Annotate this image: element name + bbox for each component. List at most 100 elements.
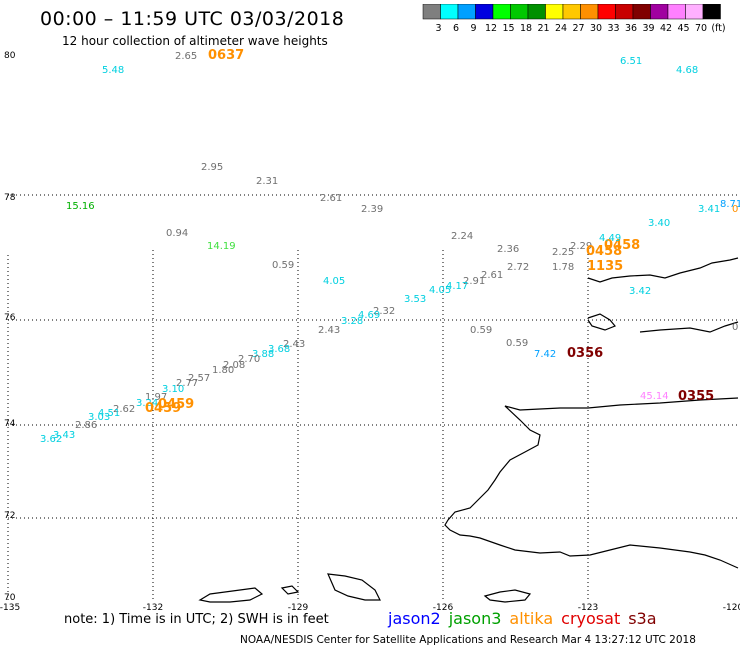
colorbar-tick-label: 3: [435, 23, 441, 34]
latitude-label: 74: [4, 419, 16, 429]
wave-height-value: 2.08: [223, 360, 245, 371]
wave-height-value: 0.59: [470, 325, 492, 336]
coastline-north-island: [587, 257, 739, 333]
colorbar-tick-label: 45: [677, 23, 689, 34]
wave-height-value: 2.31: [256, 176, 278, 187]
pass-time-label: 1135: [587, 259, 623, 274]
wave-height-value: 3.62: [40, 434, 62, 445]
wave-height-readings: 5.48 2.65 0637 6.51 4.68 2.95 2.31 2.61 2.39 15.1…: [40, 48, 740, 445]
wave-height-value: 2.61: [320, 193, 342, 204]
latitude-label: 70: [4, 593, 16, 603]
wave-height-value: 3.10: [162, 384, 184, 395]
wave-height-value: 3.28: [341, 316, 363, 327]
wave-height-value: 4.05: [323, 276, 345, 287]
wave-height-value: 4.68: [676, 65, 698, 76]
wave-height-value: 2.95: [201, 162, 223, 173]
wave-height-value: 3.53: [404, 294, 426, 305]
colorbar-tick-label: 6: [453, 23, 459, 34]
wave-height-value: 0: [732, 204, 738, 215]
wave-height-value: 2.25: [552, 247, 574, 258]
pass-time-label: 0458: [604, 238, 640, 253]
latitude-label: 78: [4, 193, 16, 203]
latitude-label: 72: [4, 511, 15, 521]
wave-height-value: 1.78: [552, 262, 574, 273]
colorbar-tick-label: 9: [470, 23, 476, 34]
wave-height-value: 2.57: [188, 373, 210, 384]
wave-height-value: 3.42: [629, 286, 651, 297]
colorbar-tick-label: 27: [572, 23, 584, 34]
pass-time-label: 0356: [567, 346, 603, 361]
longitude-label: -132: [143, 603, 163, 613]
pass-time-label: 0458: [586, 244, 622, 259]
wave-height-value: 3.41: [698, 204, 720, 215]
wave-height-value: 2.36: [497, 244, 519, 255]
wave-height-value: 1.97: [145, 392, 167, 403]
pass-time-label: 0637: [208, 48, 244, 63]
pass-time-label: 0355: [678, 389, 714, 404]
map-grid: 80 78 76 74 72 70-135 -132 -129 -126 -123 -120: [0, 51, 740, 613]
coastline-mainland: [444, 405, 739, 569]
colorbar-tick-label: 36: [625, 23, 637, 34]
wave-height-value: 2.91: [463, 276, 485, 287]
wave-height-value: 2.43: [318, 325, 340, 336]
wave-height-value: 2.43: [283, 339, 305, 350]
wave-height-value: 0: [732, 322, 738, 333]
wave-height-value: 2.86: [75, 420, 97, 431]
coastline: [198, 257, 739, 603]
latitude-label: 80: [4, 51, 16, 61]
coastline-small-island-4: [280, 585, 300, 595]
wave-height-value: 1.80: [212, 365, 234, 376]
wave-height-value: 5.48: [102, 65, 124, 76]
wave-height-value: 3.03: [88, 412, 110, 423]
colorbar-tick-label: 24: [555, 23, 567, 34]
colorbar-tick-label: 18: [520, 23, 532, 34]
pass-time-label: 0459: [158, 397, 194, 412]
longitude-label: -120: [723, 603, 740, 613]
wave-height-value: 2.70: [238, 354, 260, 365]
wave-height-value: 4.17: [446, 281, 468, 292]
colorbar-swatch: [702, 4, 721, 20]
coastline-small-island-3: [483, 589, 532, 603]
satellite-legend-cryosat: cryosat: [561, 609, 621, 628]
footer-note: note: 1) Time is in UTC; 2) SWH is in fe…: [64, 612, 329, 627]
wave-height-value: 4.49: [599, 233, 621, 244]
wave-height-value: 2.39: [361, 204, 383, 215]
wave-height-value: 3.24: [136, 398, 158, 409]
wave-height-value: 14.19: [207, 241, 236, 252]
wave-height-value: 2.62: [113, 404, 135, 415]
satellite-legend-s3a: s3a: [628, 609, 657, 628]
colorbar-tick-label: 39: [642, 23, 654, 34]
pass-time-label: 0459: [145, 401, 181, 416]
wave-height-value: 3.40: [648, 218, 670, 229]
wave-height-colorbar: 3 6 9 12 15 18 21 24 27 30 33 36 39 42 45 70 (ft): [422, 4, 726, 34]
wave-height-value: 8.71: [720, 199, 740, 210]
colorbar-tick-label: 30: [590, 23, 602, 34]
colorbar-tick-label: 21: [537, 23, 549, 34]
colorbar-tick-label: (ft): [711, 23, 725, 34]
colorbar-tick-label: 70: [695, 23, 707, 34]
coastline-bay: [587, 397, 739, 409]
colorbar-tick-label: 15: [502, 23, 514, 34]
wave-height-value: 3.88: [252, 349, 274, 360]
longitude-label: -123: [578, 603, 598, 613]
wave-height-value: 4.69: [358, 310, 380, 321]
satellite-legend-altika: altika: [509, 609, 554, 628]
footer-credit: NOAA/NESDIS Center for Satellite Applica…: [240, 634, 696, 646]
wave-height-value: 2.65: [175, 51, 197, 62]
wave-height-value: 45.14: [640, 391, 669, 402]
coastline-small-island-2: [327, 573, 381, 601]
chart-subtitle: 12 hour collection of altimeter wave hei…: [62, 34, 328, 48]
wave-height-value: 0.94: [166, 228, 188, 239]
coastline-small-island-1: [198, 587, 264, 603]
wave-height-value: 2.77: [176, 378, 198, 389]
satellite-legend-jason2: jason2: [388, 609, 441, 628]
wave-height-value: 15.16: [66, 201, 95, 212]
wave-height-value: 6.51: [620, 56, 642, 67]
colorbar-tick-label: 42: [660, 23, 672, 34]
wave-height-value: 2.72: [507, 262, 529, 273]
chart-title: 00:00 – 11:59 UTC 03/03/2018: [40, 8, 345, 30]
wave-height-value: 3.68: [268, 344, 290, 355]
wave-height-value: 2.32: [373, 306, 395, 317]
longitude-label: -126: [433, 603, 454, 613]
